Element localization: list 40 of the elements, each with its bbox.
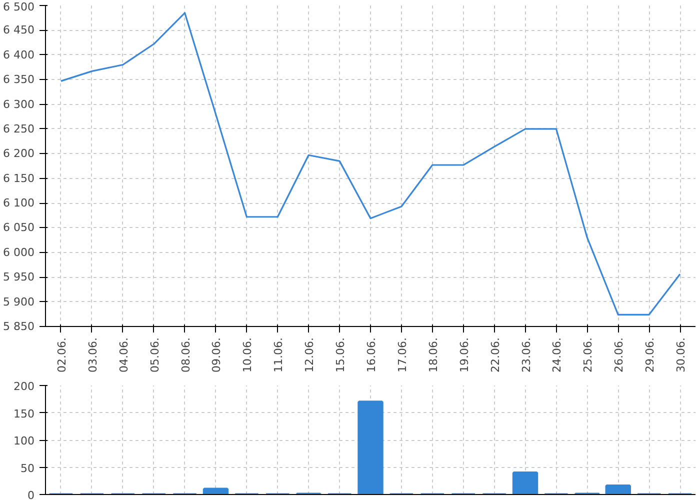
y-tick-label: 150	[14, 407, 35, 420]
y-tick-label: 6 050	[3, 221, 35, 234]
x-tick-label: 11.06.	[272, 337, 286, 372]
y-tick-label: 6 350	[3, 73, 35, 86]
x-tick-label: 24.06.	[550, 337, 564, 372]
y-tick-label: 5 900	[3, 295, 35, 308]
y-tick-label: 6 450	[3, 24, 35, 37]
y-tick-label: 5 850	[3, 320, 35, 333]
x-tick-label: 02.06.	[55, 337, 68, 372]
y-tick-label: 6 100	[3, 196, 35, 210]
y-tick-label: 6 000	[3, 246, 35, 259]
y-tick-label: 50	[20, 462, 35, 475]
y-tick-label: 5 950	[3, 270, 35, 284]
x-tick-label: 10.06.	[241, 337, 254, 372]
x-tick-label: 25.06.	[582, 337, 595, 372]
x-tick-label: 29.06.	[644, 337, 657, 372]
y-tick-label: 6 300	[3, 98, 35, 111]
y-tick-label: 0	[28, 489, 34, 500]
y-tick-label: 200	[14, 380, 35, 393]
y-tick-label: 6 400	[3, 48, 35, 62]
y-tick-label: 100	[14, 434, 35, 448]
x-tick-label: 17.06.	[396, 337, 409, 372]
x-tick-label: 19.06.	[458, 337, 471, 372]
x-tick-label: 08.06.	[179, 337, 192, 372]
y-tick-label: 6 150	[3, 172, 35, 185]
x-tick-label: 30.06.	[674, 337, 688, 372]
y-tick-label: 6 500	[3, 0, 35, 14]
x-tick-label: 26.06.	[612, 337, 626, 372]
x-tick-label: 03.06.	[86, 337, 100, 372]
x-tick-label: 18.06.	[426, 337, 440, 372]
y-tick-label: 6 200	[3, 147, 35, 160]
x-tick-label: 12.06.	[303, 337, 316, 372]
x-tick-label: 15.06.	[334, 337, 348, 372]
x-tick-label: 05.06.	[148, 337, 162, 372]
x-tick-label: 23.06.	[520, 337, 533, 372]
y-tick-label: 6 250	[3, 122, 35, 136]
x-tick-label: 04.06.	[117, 337, 130, 372]
x-tick-label: 16.06.	[365, 337, 378, 372]
x-tick-label: 22.06.	[488, 337, 502, 372]
x-tick-label: 09.06.	[210, 337, 224, 372]
